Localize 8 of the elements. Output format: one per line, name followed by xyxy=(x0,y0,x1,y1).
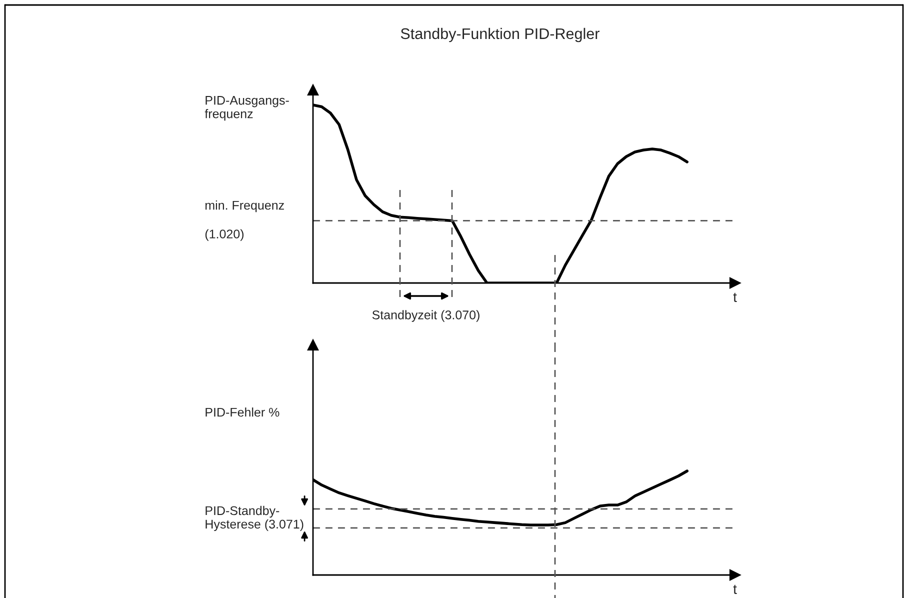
x-axis-title: t xyxy=(733,292,737,302)
chart-title: Standby-Funktion PID-Regler xyxy=(400,28,600,42)
text: min. Frequenz (1.020) xyxy=(205,200,284,241)
x-axis-title: t xyxy=(733,584,737,594)
y-axis-title: PID-Ausgangs- frequenz xyxy=(204,96,289,121)
y-axis-title: PID-Fehler % xyxy=(206,408,280,417)
text: Standbyzeit (3.070) xyxy=(372,310,480,322)
text: PID-Standby- Hysterese (3.071) xyxy=(206,506,304,532)
